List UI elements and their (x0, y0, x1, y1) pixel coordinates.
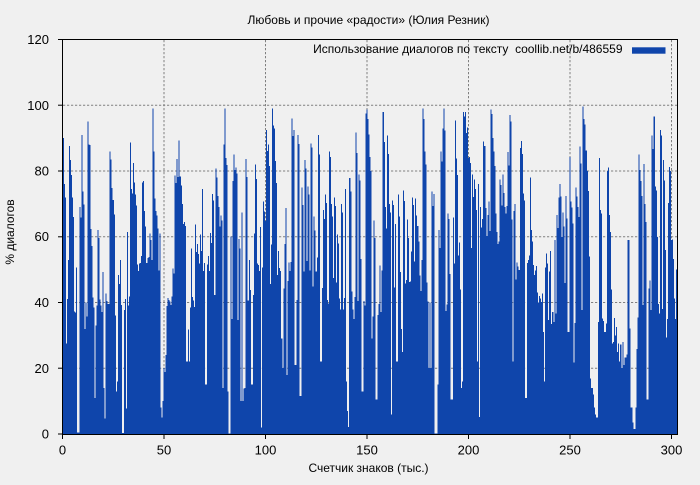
svg-text:20: 20 (35, 361, 49, 376)
svg-text:40: 40 (35, 295, 49, 310)
svg-text:Использование диалогов по текс: Использование диалогов по тексту coollib… (313, 42, 623, 56)
svg-text:80: 80 (35, 164, 49, 179)
svg-text:150: 150 (356, 443, 378, 458)
svg-text:100: 100 (255, 443, 277, 458)
svg-text:0: 0 (59, 443, 66, 458)
svg-text:60: 60 (35, 229, 49, 244)
svg-text:Счетчик знаков (тыс.): Счетчик знаков (тыс.) (308, 461, 428, 475)
svg-text:0: 0 (42, 427, 49, 442)
svg-text:100: 100 (27, 98, 49, 113)
svg-text:200: 200 (458, 443, 480, 458)
svg-text:50: 50 (157, 443, 171, 458)
svg-text:250: 250 (559, 443, 581, 458)
svg-text:300: 300 (661, 443, 683, 458)
svg-text:120: 120 (27, 32, 49, 47)
svg-text:Любовь и прочие «радости» (Юли: Любовь и прочие «радости» (Юлия Резник) (248, 13, 490, 27)
svg-text:% диалогов: % диалогов (3, 199, 17, 264)
